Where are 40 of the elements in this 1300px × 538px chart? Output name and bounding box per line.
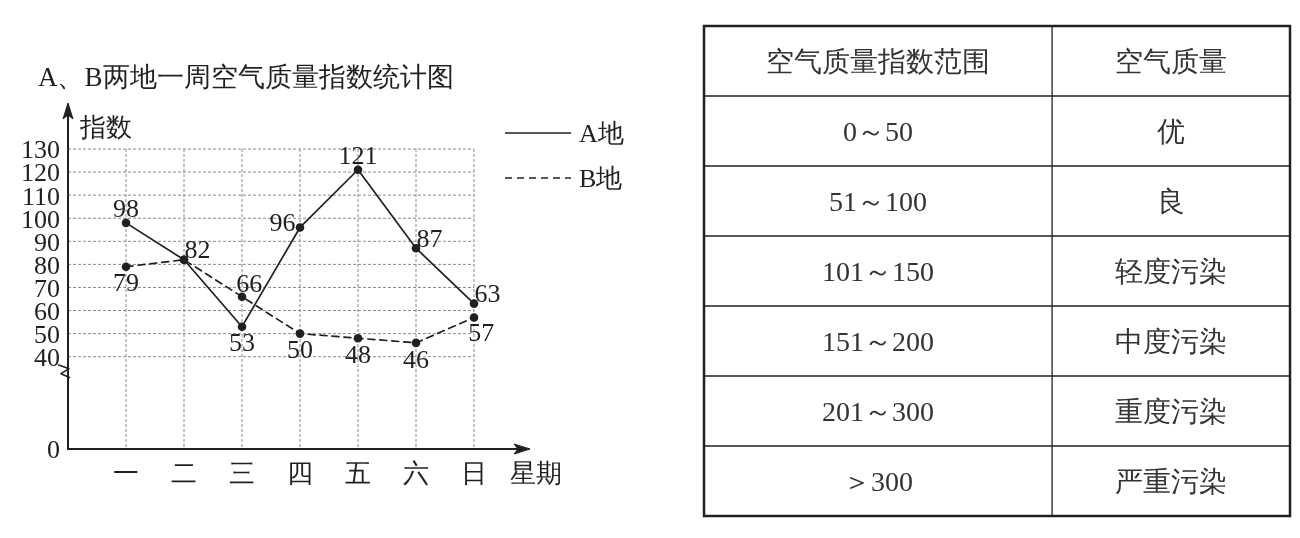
x-axis-title: 星期 bbox=[510, 459, 562, 488]
data-label: 79 bbox=[113, 268, 139, 298]
data-label: 121 bbox=[338, 140, 378, 170]
text: 重度污染 bbox=[1115, 396, 1228, 427]
legend-label: A地 bbox=[579, 119, 624, 149]
data-label: 46 bbox=[403, 344, 429, 374]
x-tick-label: 三 bbox=[229, 459, 255, 488]
text: 良 bbox=[1157, 186, 1186, 217]
legend-label: B地 bbox=[579, 164, 623, 194]
data-label: 48 bbox=[345, 339, 371, 369]
data-label: 57 bbox=[468, 318, 495, 348]
y-tick-label: 0 bbox=[47, 435, 60, 465]
data-label: 96 bbox=[269, 207, 296, 237]
y-axis-title: 指数 bbox=[79, 113, 132, 142]
x-tick-label: 四 bbox=[287, 459, 313, 488]
text: 51～100 bbox=[829, 186, 928, 217]
x-tick-label: 一 bbox=[113, 459, 139, 488]
data-label: 87 bbox=[416, 223, 443, 253]
data-label: 50 bbox=[287, 335, 313, 365]
text: 中度污染 bbox=[1115, 326, 1228, 357]
chart-title: A、B两地一周空气质量指数统计图 bbox=[38, 62, 454, 92]
x-tick-label: 六 bbox=[403, 459, 429, 488]
x-tick-label: 五 bbox=[345, 459, 371, 488]
text: 101～150 bbox=[822, 256, 935, 287]
x-tick-label: 二 bbox=[171, 459, 197, 488]
text: 优 bbox=[1157, 116, 1186, 147]
text: 轻度污染 bbox=[1115, 256, 1228, 287]
data-label: 66 bbox=[236, 268, 263, 298]
text: 201～300 bbox=[822, 396, 935, 427]
data-label: 63 bbox=[474, 279, 501, 309]
data-label: 53 bbox=[229, 328, 255, 358]
text: 严重污染 bbox=[1115, 466, 1228, 497]
text: 空气质量指数范围 bbox=[766, 46, 991, 77]
data-label: 98 bbox=[113, 193, 139, 223]
text: ＞300 bbox=[843, 466, 914, 497]
text: 0～50 bbox=[843, 116, 914, 147]
x-tick-label: 日 bbox=[461, 459, 487, 488]
data-label: 82 bbox=[184, 235, 211, 265]
text: 空气质量 bbox=[1115, 46, 1228, 77]
text: 151～200 bbox=[822, 326, 935, 357]
